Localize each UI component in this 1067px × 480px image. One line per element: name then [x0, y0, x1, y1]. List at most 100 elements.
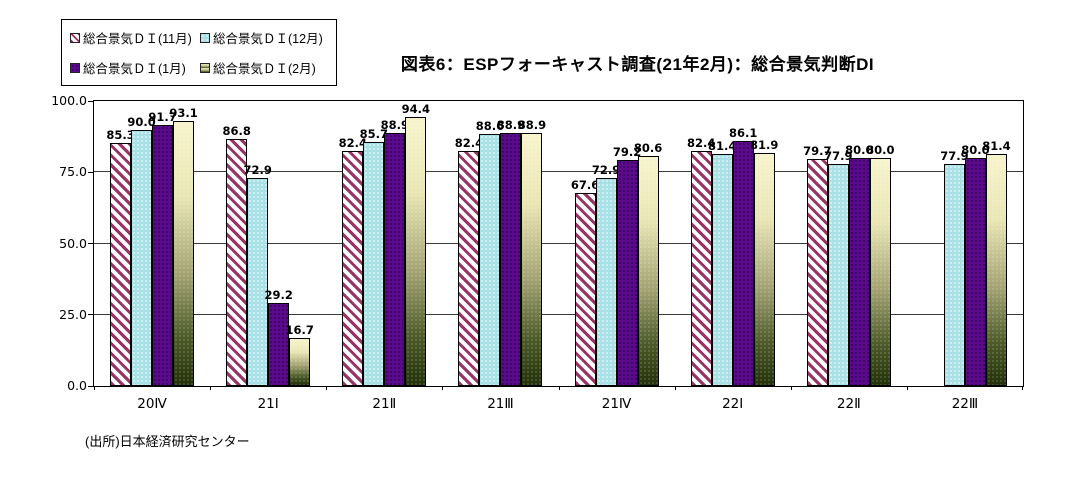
y-axis-tick: [88, 385, 93, 387]
bar-value-label: 86.1: [729, 125, 758, 140]
bar-value-label: 85.3: [106, 127, 135, 142]
bar-value-label: 88.9: [517, 117, 547, 132]
bar-gradient: [173, 120, 195, 386]
bar-value-label: 81.9: [750, 137, 779, 152]
bar-value-label: 85.7: [359, 126, 388, 141]
bar-hatched: [690, 151, 712, 386]
legend-swatch-november-hatched-icon: [70, 32, 80, 43]
x-axis-tick: [210, 386, 212, 390]
bar-value-label: 67.6: [570, 178, 600, 193]
bar-cyan: [711, 154, 733, 386]
x-axis-tick: [1022, 386, 1023, 390]
x-axis-category-label: 21Ⅲ: [487, 396, 514, 412]
gridline: [94, 171, 1023, 173]
x-axis-category-label: 22Ⅰ: [722, 396, 744, 412]
bar-value-label: 80.0: [866, 143, 895, 157]
bar-gradient: [985, 154, 1007, 386]
y-axis-tick-label: 75.0: [59, 164, 87, 180]
bar-gradient: [753, 152, 775, 386]
legend-label-february: 総合景気ＤＩ(2月): [213, 62, 316, 76]
bar-value-label: 80.0: [845, 143, 874, 157]
legend-label-january: 総合景気ＤＩ(1月): [83, 62, 186, 76]
y-axis-tick: [88, 171, 93, 173]
x-axis-tick: [906, 386, 908, 390]
y-axis-tick: [88, 243, 93, 244]
bar-value-label: 82.4: [338, 136, 367, 151]
bar-purple: [732, 140, 754, 386]
x-axis-category-label: 21Ⅱ: [372, 396, 397, 412]
legend-item-january: 総合景気ＤＩ(1月): [70, 58, 200, 77]
bar-purple: [268, 302, 290, 386]
bar-value-label: 86.8: [222, 123, 251, 138]
bar-value-label: 80.6: [633, 141, 663, 156]
bar-cyan: [363, 141, 385, 386]
bar-value-label: 16.7: [285, 323, 314, 338]
bar-value-label: 77.9: [824, 149, 853, 163]
bar-cyan: [131, 129, 153, 386]
bar-value-label: 91.7: [148, 109, 177, 124]
bar-purple: [616, 160, 638, 386]
y-axis-tick-label: 0.0: [67, 378, 87, 393]
bar-purple: [964, 158, 986, 386]
bar-cyan: [943, 164, 965, 386]
bar-value-label: 82.4: [454, 136, 484, 151]
legend-swatch-january-purple-icon: [70, 62, 80, 73]
x-axis-tick: [94, 386, 95, 390]
y-axis-tick: [88, 314, 93, 316]
bar-gradient: [869, 158, 891, 386]
bar-value-label: 77.9: [940, 149, 969, 163]
legend-label-november: 総合景気ＤＩ(11月): [83, 32, 192, 46]
x-axis-tick: [558, 386, 560, 390]
x-axis-tick: [674, 386, 676, 390]
bar-value-label: 81.4: [982, 139, 1011, 154]
bar-gradient: [637, 156, 659, 386]
bar-value-label: 81.4: [708, 139, 737, 154]
bar-purple: [384, 132, 406, 386]
bar-hatched: [226, 138, 248, 386]
bar-hatched: [110, 142, 132, 386]
x-axis-category-label: 22Ⅱ: [836, 396, 861, 412]
bar-gradient: [289, 338, 311, 386]
bar-value-label: 79.7: [803, 143, 832, 158]
legend: 総合景気ＤＩ(11月) 総合景気ＤＩ(12月) 総合景気ＤＩ(1月) 総合景気Ｄ…: [61, 19, 337, 86]
plot-area: 100.0 75.0 50.0 25.0 0.0 20Ⅳ 85.3 90.0 91.7 93.1 2…: [51, 93, 1024, 412]
bar-value-label: 80.0: [961, 143, 990, 157]
bar-gradient: [521, 132, 543, 386]
legend-item-november: 総合景気ＤＩ(11月): [70, 28, 200, 47]
y-axis-tick: [88, 100, 93, 102]
legend-item-december: 総合景気ＤＩ(12月): [200, 28, 330, 47]
x-axis-category-label: 22Ⅲ: [951, 396, 979, 412]
gridline: [94, 242, 1023, 244]
bar-value-label: 88.9: [380, 117, 409, 132]
legend-item-february: 総合景気ＤＩ(2月): [200, 58, 330, 77]
x-axis-category-label: 21Ⅰ: [257, 396, 279, 412]
gridline: [94, 313, 1023, 315]
bar-cyan: [479, 133, 501, 386]
bar-purple: [500, 132, 522, 386]
y-axis-tick-label: 25.0: [59, 306, 87, 322]
bar-value-label: 93.1: [169, 105, 198, 120]
legend-swatch-february-gradient-icon: [200, 62, 210, 73]
x-axis-category-label: 21Ⅳ: [601, 396, 632, 412]
x-axis-tick: [790, 386, 792, 390]
x-axis-tick: [326, 386, 328, 390]
source-note: (出所)日本経済研究センター: [85, 434, 250, 449]
bar-value-label: 79.2: [612, 145, 642, 160]
bar-value-label: 72.9: [591, 163, 621, 178]
bar-value-label: 88.9: [496, 117, 526, 132]
bar-hatched: [574, 193, 596, 386]
bar-hatched: [806, 158, 828, 386]
chart-title: 図表6：ESPフォーキャスト調査(21年2月)：総合景気判断DI: [400, 55, 875, 74]
legend-swatch-december-cyan-icon: [200, 32, 210, 43]
bar-value-label: 72.9: [243, 163, 272, 178]
bar-cyan: [595, 178, 617, 386]
bar-hatched: [342, 151, 364, 386]
bar-value-label: 29.2: [264, 287, 293, 302]
y-axis-tick-label: 50.0: [59, 235, 87, 251]
bar-value-label: 82.4: [687, 136, 716, 151]
bar-purple: [152, 124, 174, 386]
legend-label-december: 総合景気ＤＩ(12月): [213, 32, 323, 46]
x-axis-tick: [442, 386, 444, 390]
bar-purple: [848, 158, 870, 386]
